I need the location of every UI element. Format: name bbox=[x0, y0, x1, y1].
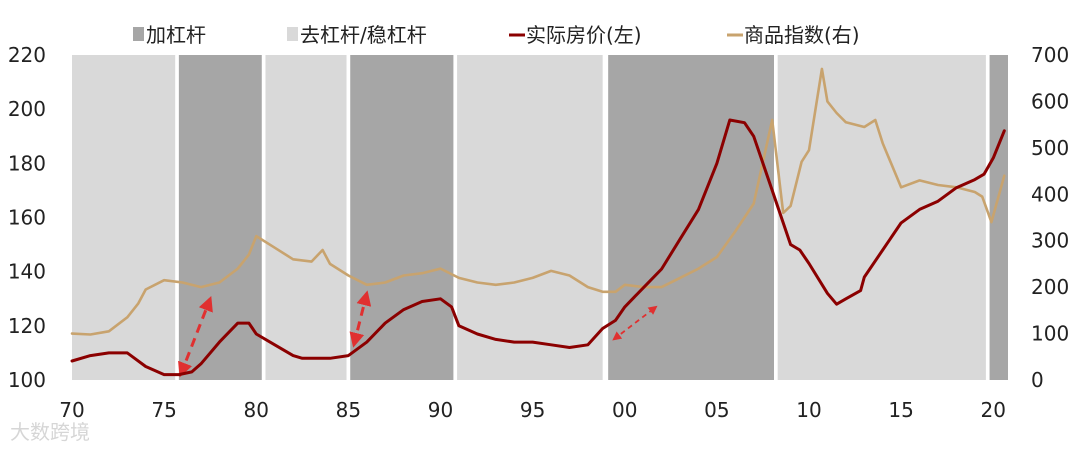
annotation-arrow-0 bbox=[178, 295, 213, 378]
y-right-tick-label-200: 200 bbox=[1031, 275, 1069, 299]
x-tick-label-70: 70 bbox=[59, 398, 84, 422]
regime-band-leverage-1 bbox=[178, 55, 262, 380]
y-left-tick-label-160: 160 bbox=[8, 206, 46, 230]
series-line-commodity bbox=[70, 67, 1006, 336]
legend-label-house_price: 实际房价(左) bbox=[526, 23, 642, 47]
y-left-tick-label-180: 180 bbox=[8, 151, 46, 175]
regime-band-deleverage-2 bbox=[265, 55, 347, 380]
y-right-tick-label-600: 600 bbox=[1031, 89, 1069, 113]
legend-label-commodity: 商品指数(右) bbox=[744, 23, 860, 47]
series-lines bbox=[70, 67, 1006, 377]
regime-band-deleverage-6 bbox=[777, 55, 986, 380]
regime-band-leverage-3 bbox=[350, 55, 454, 380]
x-tick-label-90: 90 bbox=[428, 398, 453, 422]
y-right-tick-label-300: 300 bbox=[1031, 229, 1069, 253]
x-tick-label-20: 20 bbox=[981, 398, 1006, 422]
legend-label-leverage: 加杠杆 bbox=[146, 23, 206, 47]
x-tick-label-05: 05 bbox=[704, 398, 729, 422]
annotation-arrow-1 bbox=[349, 290, 372, 348]
annotations bbox=[178, 290, 658, 378]
y-left-tick-label-140: 140 bbox=[8, 260, 46, 284]
x-tick-label-80: 80 bbox=[244, 398, 269, 422]
x-tick-label-10: 10 bbox=[796, 398, 821, 422]
legend: 加杠杆 去杠杆/稳杠杆 实际房价(左) 商品指数(右) bbox=[133, 23, 860, 47]
y-left-tick-label-220: 220 bbox=[8, 43, 46, 67]
y-right-tick-label-0: 0 bbox=[1031, 368, 1044, 392]
x-tick-label-15: 15 bbox=[888, 398, 913, 422]
regime-band-leverage-5 bbox=[608, 55, 774, 380]
legend-swatch-deleverage bbox=[287, 27, 298, 41]
x-tick-label-75: 75 bbox=[151, 398, 176, 422]
y-right-tick-label-500: 500 bbox=[1031, 136, 1069, 160]
y-left-tick-label-200: 200 bbox=[8, 97, 46, 121]
regime-band-deleverage-0 bbox=[72, 55, 176, 380]
axes: 70 75 80 85 90 95 00 05 10 15 20 100 120 140 160 180 200… bbox=[8, 43, 1069, 422]
y-right-tick-label-100: 100 bbox=[1031, 322, 1069, 346]
regime-band-deleverage-4 bbox=[457, 55, 603, 380]
y-left-tick-label-100: 100 bbox=[8, 368, 46, 392]
legend-swatch-leverage bbox=[133, 27, 144, 41]
x-tick-label-95: 95 bbox=[520, 398, 545, 422]
series-line-house-price bbox=[70, 118, 1006, 377]
y-right-tick-label-400: 400 bbox=[1031, 182, 1069, 206]
regime-bands bbox=[72, 55, 1008, 380]
y-right-tick-label-700: 700 bbox=[1031, 43, 1069, 67]
legend-label-deleverage: 去杠杆/稳杠杆 bbox=[300, 23, 427, 47]
x-tick-label-85: 85 bbox=[336, 398, 361, 422]
y-left-tick-label-120: 120 bbox=[8, 314, 46, 338]
watermark: 大数跨境 bbox=[10, 420, 90, 444]
x-tick-label-00: 00 bbox=[612, 398, 637, 422]
